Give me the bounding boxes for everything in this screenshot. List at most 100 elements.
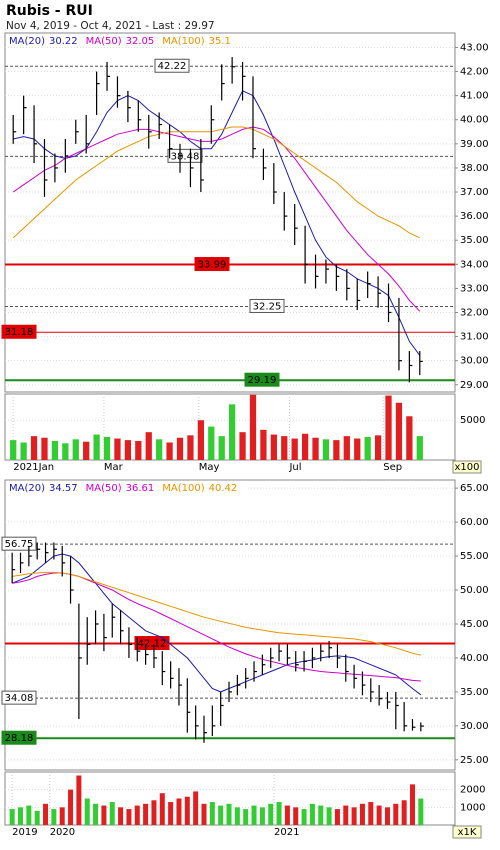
level-label-box (244, 372, 280, 387)
volume-bar (226, 803, 232, 825)
volume-bar (151, 800, 157, 825)
volume-bar (68, 789, 74, 825)
volume-bar (93, 434, 100, 460)
level-label: 33.99 (198, 260, 227, 271)
volume-bar (259, 807, 265, 825)
y-tick-label: 33.00 (460, 283, 489, 294)
volume-bar (103, 436, 111, 460)
volume-bar (243, 809, 249, 825)
volume-bar (176, 798, 182, 825)
level-label-box (1, 690, 37, 705)
unit-box (452, 825, 482, 839)
y-tick-label: 50.00 (460, 585, 489, 596)
level-label: 42.12 (138, 639, 167, 650)
volume-bar (143, 803, 149, 825)
ma-line (12, 553, 422, 696)
level-label-box (1, 730, 37, 745)
y-tick-label: 29.00 (460, 380, 489, 391)
volume-bar (159, 793, 165, 825)
legend-name: MA(20) (9, 36, 45, 47)
y-tick-label: 36.00 (460, 211, 489, 222)
ma-line (12, 126, 421, 239)
legend-value: 32.05 (126, 36, 155, 47)
volume-bar (343, 436, 350, 460)
volume-bar (270, 434, 277, 460)
volume-bar (343, 805, 349, 825)
x-tick-label: May (199, 462, 220, 473)
level-label: 32.25 (253, 301, 282, 312)
volume-bar (51, 809, 57, 825)
volume-bar (208, 426, 215, 460)
volume-bar (239, 432, 246, 460)
y-tick-label: 31.00 (460, 332, 489, 343)
level-label: 34.08 (5, 693, 34, 704)
legend-value: 30.22 (49, 36, 78, 47)
volume-bar (268, 803, 274, 825)
volume-bar (59, 807, 65, 825)
volume-bar (62, 443, 69, 460)
volume-bar (334, 809, 340, 825)
y-tick-label: 34.00 (460, 259, 489, 270)
y-tick-label: 25.00 (460, 755, 489, 766)
legend-value: 40.42 (209, 483, 238, 494)
volume-bar (197, 420, 204, 460)
y-tick-label: 40.00 (460, 115, 489, 126)
volume-bar (18, 807, 24, 825)
volume-bar (168, 802, 174, 825)
y-tick-label: 30.00 (460, 356, 489, 367)
level-label: 38.48 (171, 151, 200, 162)
y-tick-label: 55.00 (460, 551, 489, 562)
volume-bar (318, 805, 324, 825)
volume-bar (30, 436, 38, 460)
volume-bar (134, 805, 140, 825)
volume-bar (20, 442, 27, 460)
panel-frame (4, 479, 456, 771)
level-label-box (194, 257, 230, 272)
volume-bar (9, 809, 15, 825)
y-tick-label: 35.00 (460, 687, 489, 698)
volume-bar (34, 810, 40, 825)
volume-bar (293, 807, 299, 825)
volume-bar (249, 394, 257, 460)
volume-bar (234, 807, 240, 825)
legend-name: MA(100) (162, 483, 204, 494)
volume-bar (395, 402, 403, 460)
volume-bar (354, 438, 361, 460)
legend-name: MA(50) (86, 36, 122, 47)
volume-bar (135, 440, 142, 460)
ma-line (12, 571, 421, 656)
volume-bar (401, 800, 407, 825)
x-tick-label: Mar (104, 462, 124, 473)
volume-bar (284, 805, 290, 825)
volume-bar (209, 802, 215, 825)
volume-bar (109, 802, 115, 825)
level-label: 28.18 (5, 733, 34, 744)
y-tick-label: 5000 (460, 415, 485, 426)
legend-bg (6, 34, 246, 47)
volume-bar (326, 807, 332, 825)
volume-bar (301, 433, 309, 460)
volume-bar (374, 435, 382, 460)
level-label-box (249, 298, 285, 313)
volume-bar (393, 803, 399, 825)
volume-bar (416, 436, 423, 460)
panel-frame (4, 32, 456, 393)
volume-bar (176, 437, 184, 460)
unit-label: x1K (458, 827, 477, 838)
y-tick-label: 32.00 (460, 307, 489, 318)
volume-bar (26, 805, 32, 825)
legend-name: MA(100) (162, 36, 204, 47)
y-tick-label: 37.00 (460, 187, 489, 198)
volume-bar (309, 803, 315, 825)
volume-bar (385, 395, 392, 460)
volume-bar (43, 803, 49, 825)
x-tick-label: 2020 (50, 827, 75, 838)
volume-bar (184, 796, 190, 825)
y-tick-label: 60.00 (460, 517, 489, 528)
level-label: 29.19 (248, 375, 277, 386)
y-tick-label: 38.00 (460, 163, 489, 174)
x-tick-label: 2021 (274, 827, 299, 838)
legend-value: 34.57 (49, 483, 78, 494)
volume-bar (166, 442, 173, 460)
volume-bar (10, 440, 17, 460)
